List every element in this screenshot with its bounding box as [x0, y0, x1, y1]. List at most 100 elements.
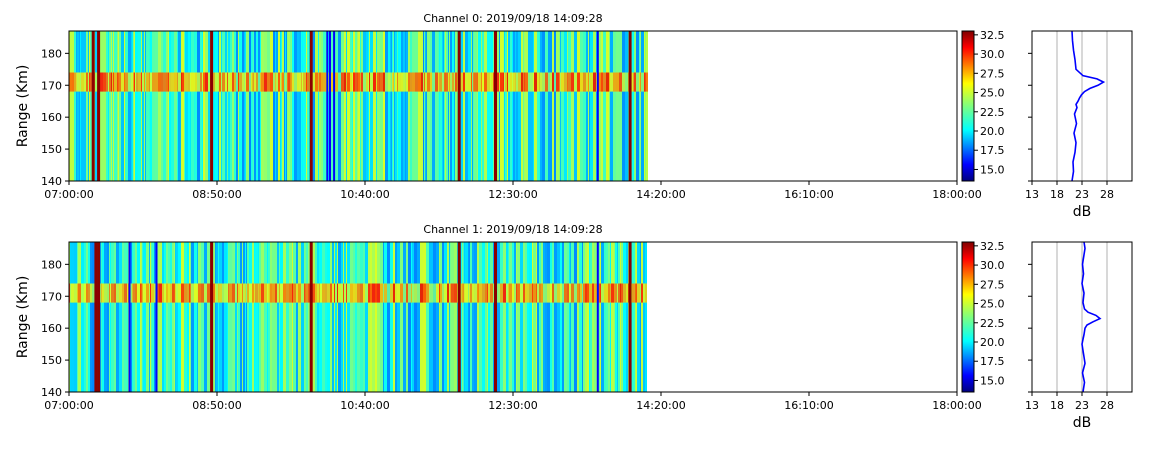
heatmap-band-cell — [521, 72, 523, 92]
heatmap-band-cell — [384, 283, 387, 303]
heatmap-band-cell — [451, 283, 454, 303]
heatmap-column — [380, 31, 383, 181]
heatmap-column — [281, 31, 282, 181]
heatmap-column — [308, 242, 309, 392]
heatmap-column — [357, 242, 360, 392]
heatmap-band-cell — [246, 72, 249, 92]
heatmap-band-cell — [321, 72, 323, 92]
heatmap-column — [579, 242, 580, 392]
y-tick-label: 150 — [41, 143, 62, 156]
heatmap-band-cell — [640, 72, 641, 92]
heatmap-band-cell — [556, 72, 559, 92]
heatmap-band-cell — [184, 283, 187, 303]
heatmap-band-cell — [152, 72, 155, 92]
heatmap-band-cell — [589, 72, 590, 92]
heatmap-band-cell — [490, 72, 491, 92]
channel-1-x-axis: 07:00:00 08:50:00 10:40:00 12:30:00 14:20:00… — [44, 392, 982, 412]
heatmap-column — [536, 242, 537, 392]
colorbar-tick-label: 20.0 — [980, 336, 1005, 349]
heatmap-column — [429, 242, 430, 392]
heatmap-band-cell — [242, 283, 243, 303]
heatmap-band-cell — [461, 283, 462, 303]
heatmap-band-cell — [124, 283, 127, 303]
heatmap-band-cell — [252, 72, 253, 92]
heatmap-column — [168, 31, 169, 181]
heatmap-column — [482, 31, 484, 181]
heatmap-band-cell — [320, 283, 322, 303]
heatmap-column — [166, 31, 168, 181]
heatmap-column — [426, 242, 429, 392]
heatmap-band-cell — [151, 283, 152, 303]
heatmap-column — [556, 31, 559, 181]
heatmap-column — [202, 31, 203, 181]
heatmap-band-cell — [119, 72, 121, 92]
heatmap-band-cell — [379, 72, 380, 92]
heatmap-band-cell — [197, 283, 198, 303]
heatmap-column — [617, 242, 618, 392]
heatmap-column — [108, 31, 109, 181]
channel-1-colorbar — [961, 241, 975, 393]
heatmap-band-cell — [586, 72, 588, 92]
heatmap-column — [343, 242, 344, 392]
heatmap-band-cell — [201, 283, 204, 303]
heatmap-column — [111, 31, 112, 181]
heatmap-band-cell — [251, 72, 252, 92]
heatmap-column — [524, 31, 525, 181]
heatmap-band-cell — [503, 72, 504, 92]
heatmap-band-cell — [357, 72, 358, 92]
heatmap-column — [224, 242, 227, 392]
heatmap-column — [218, 242, 219, 392]
heatmap-column — [369, 31, 370, 181]
heatmap-column — [468, 31, 471, 181]
heatmap-band-cell — [278, 72, 280, 92]
heatmap-band-cell — [254, 283, 255, 303]
heatmap-band-cell — [249, 72, 251, 92]
heatmap-band-cell — [525, 283, 527, 303]
heatmap-column — [80, 31, 81, 181]
heatmap-column — [130, 242, 132, 392]
heatmap-band-cell — [159, 283, 162, 303]
heatmap-column — [571, 242, 574, 392]
heatmap-band-cell — [503, 283, 506, 303]
heatmap-band-cell — [149, 72, 150, 92]
heatmap-column — [218, 31, 219, 181]
heatmap-band-cell — [620, 283, 621, 303]
heatmap-band-cell — [478, 72, 481, 92]
heatmap-column — [232, 31, 234, 181]
heatmap-column — [391, 31, 392, 181]
heatmap-band-cell — [370, 283, 372, 303]
heatmap-column — [252, 242, 254, 392]
y-tick-label: 170 — [41, 290, 62, 303]
heatmap-column — [298, 242, 301, 392]
heatmap-column — [337, 242, 338, 392]
heatmap-column — [397, 242, 400, 392]
heatmap-column — [181, 242, 184, 392]
heatmap-column — [131, 31, 132, 181]
heatmap-column — [81, 242, 84, 392]
heatmap-band-cell — [229, 283, 232, 303]
heatmap-band-cell — [447, 283, 449, 303]
heatmap-band-cell — [169, 72, 171, 92]
heatmap-band-cell — [178, 283, 181, 303]
heatmap-column — [552, 242, 554, 392]
heatmap-column — [444, 242, 447, 392]
heatmap-band-cell — [515, 283, 516, 303]
heatmap-band-cell — [557, 283, 560, 303]
heatmap-band-cell — [72, 72, 74, 92]
heatmap-band-cell — [571, 283, 574, 303]
heatmap-band-cell — [508, 72, 510, 92]
heatmap-band-cell — [146, 283, 149, 303]
heatmap-band-cell — [617, 283, 618, 303]
heatmap-column — [184, 31, 185, 181]
heatmap-band-cell — [117, 72, 118, 92]
heatmap-band-cell — [583, 72, 586, 92]
heatmap-column — [350, 242, 353, 392]
heatmap-column — [228, 242, 229, 392]
heatmap-column — [500, 31, 503, 181]
heatmap-column — [582, 242, 583, 392]
heatmap-column — [171, 31, 174, 181]
heatmap-column — [516, 242, 517, 392]
heatmap-band-cell — [322, 283, 325, 303]
heatmap-column — [138, 31, 141, 181]
heatmap-band-cell — [280, 72, 281, 92]
